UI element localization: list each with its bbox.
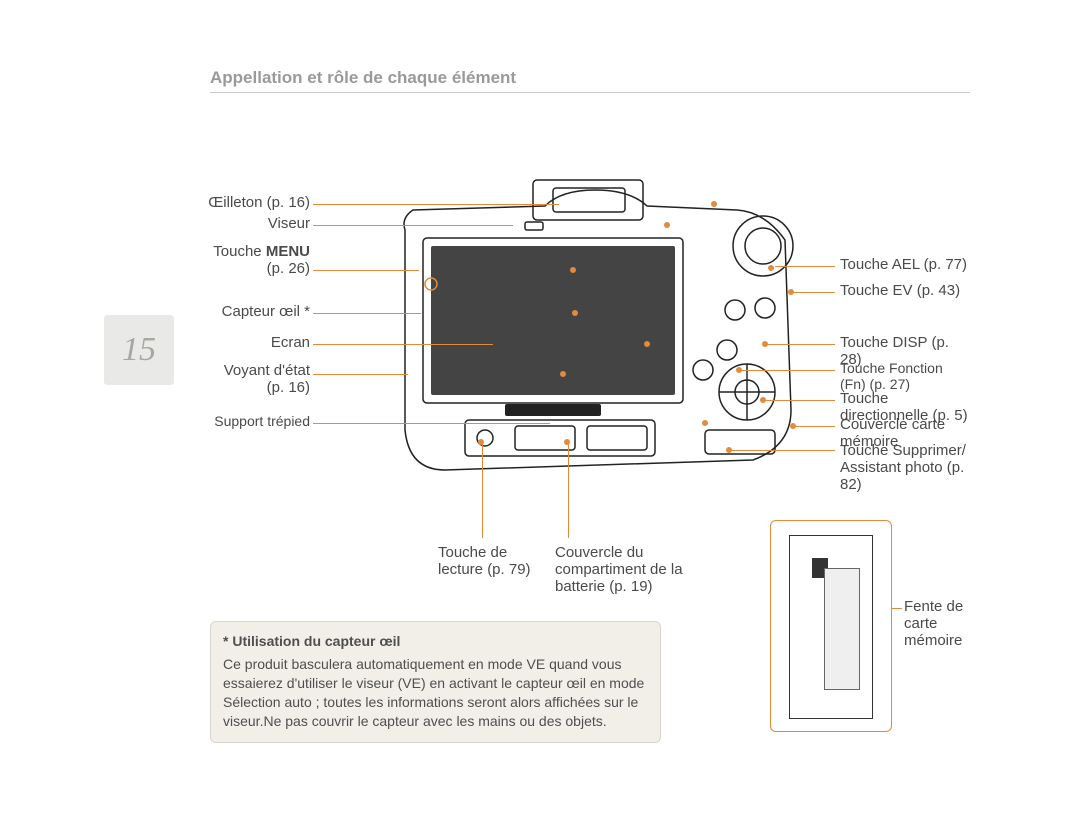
leader-line bbox=[313, 204, 559, 205]
camera-illustration bbox=[365, 160, 825, 540]
leader-line bbox=[792, 292, 835, 293]
label-viseur: Viseur bbox=[195, 215, 310, 232]
label-batterie-2: compartiment de la bbox=[555, 561, 683, 578]
note-box: * Utilisation du capteur œil Ce produit … bbox=[210, 621, 661, 743]
note-body: Ce produit basculera automatiquement en … bbox=[223, 655, 648, 731]
label-voyant-1: Voyant d'état bbox=[224, 362, 310, 379]
label-supprimer-2: Assistant photo (p. 82) bbox=[840, 459, 964, 493]
leader-line bbox=[313, 423, 550, 424]
leader-line bbox=[313, 344, 493, 345]
leader-line bbox=[313, 374, 408, 375]
label-fn: Touche Fonction (Fn) (p. 27) bbox=[840, 360, 970, 392]
label-trepied: Support trépied bbox=[195, 413, 310, 429]
label-capteur: Capteur œil * bbox=[195, 303, 310, 320]
label-supprimer: Touche Supprimer/ Assistant photo (p. 82… bbox=[840, 442, 970, 493]
memory-slot-aperture bbox=[824, 568, 860, 690]
leader-line bbox=[313, 313, 421, 314]
leader-line bbox=[313, 270, 419, 271]
label-fente-1: Fente de carte bbox=[904, 598, 963, 632]
label-voyant: Voyant d'état (p. 16) bbox=[195, 362, 310, 396]
label-fente-2: mémoire bbox=[904, 632, 962, 649]
slot-leader bbox=[892, 608, 902, 609]
label-oeilleton: Œilleton (p. 16) bbox=[195, 194, 310, 211]
label-fente: Fente de carte mémoire bbox=[904, 598, 970, 649]
leader-line bbox=[765, 400, 835, 401]
label-batterie-1: Couvercle du bbox=[555, 544, 643, 561]
label-ev: Touche EV (p. 43) bbox=[840, 282, 960, 299]
label-lecture-1: Touche de bbox=[438, 544, 507, 561]
leader-line bbox=[767, 344, 835, 345]
memory-slot-figure bbox=[770, 520, 892, 732]
label-ecran: Ecran bbox=[195, 334, 310, 351]
page-number-tab: 15 bbox=[104, 315, 174, 385]
label-menu-bold: MENU bbox=[266, 243, 310, 260]
leader-line bbox=[793, 426, 835, 427]
label-batterie-3: batterie (p. 19) bbox=[555, 578, 653, 595]
label-lecture-2: lecture (p. 79) bbox=[438, 561, 531, 578]
leader-line bbox=[730, 450, 835, 451]
page-number: 15 bbox=[122, 331, 156, 369]
label-lecture: Touche de lecture (p. 79) bbox=[438, 544, 531, 578]
page-root: Appellation et rôle de chaque élément 15 bbox=[0, 0, 1080, 815]
diagram-area: Œilleton (p. 16) Viseur Touche MENU (p. … bbox=[210, 130, 970, 770]
label-ael: Touche AEL (p. 77) bbox=[840, 256, 967, 273]
memory-slot-inner bbox=[789, 535, 873, 719]
label-menu-prefix: Touche bbox=[213, 243, 266, 260]
page-heading: Appellation et rôle de chaque élément bbox=[210, 68, 516, 88]
heading-underline bbox=[210, 92, 970, 93]
label-supprimer-1: Touche Supprimer/ bbox=[840, 442, 966, 459]
leader-line bbox=[775, 266, 835, 267]
label-menu: Touche MENU (p. 26) bbox=[195, 243, 310, 277]
leader-line bbox=[568, 443, 569, 538]
label-voyant-2: (p. 16) bbox=[267, 379, 310, 396]
leader-line bbox=[313, 225, 513, 226]
note-title: * Utilisation du capteur œil bbox=[223, 632, 648, 651]
label-batterie: Couvercle du compartiment de la batterie… bbox=[555, 544, 683, 595]
leader-line bbox=[482, 443, 483, 538]
label-menu-page: (p. 26) bbox=[267, 260, 310, 277]
leader-line bbox=[740, 370, 835, 371]
